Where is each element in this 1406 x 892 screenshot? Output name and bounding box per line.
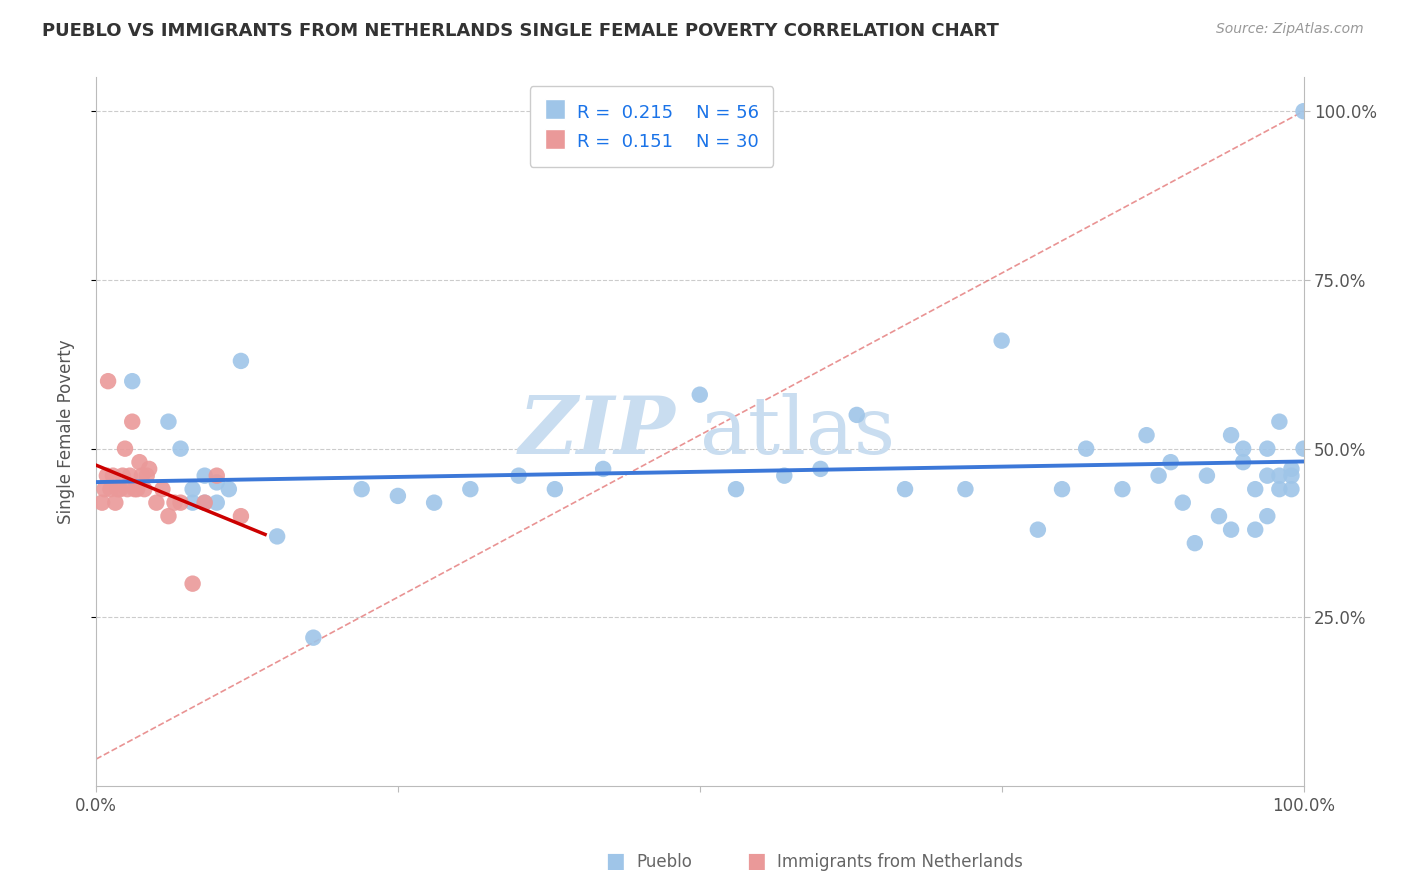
Point <box>124 482 146 496</box>
Point <box>1171 496 1194 510</box>
Point <box>96 468 118 483</box>
Point <box>845 408 868 422</box>
Point <box>169 442 191 456</box>
Point <box>125 482 148 496</box>
Point <box>93 482 115 496</box>
Point <box>544 482 567 496</box>
Point <box>1160 455 1182 469</box>
Point <box>121 415 143 429</box>
Y-axis label: Single Female Poverty: Single Female Poverty <box>58 340 75 524</box>
Point <box>1256 509 1278 524</box>
Point <box>145 496 167 510</box>
Point <box>1111 482 1133 496</box>
Point <box>387 489 409 503</box>
Point <box>1147 468 1170 483</box>
Point <box>1281 482 1303 496</box>
Point <box>101 468 124 483</box>
Point <box>773 468 796 483</box>
Point <box>218 482 240 496</box>
Point <box>1244 482 1267 496</box>
Point <box>104 496 127 510</box>
Text: PUEBLO VS IMMIGRANTS FROM NETHERLANDS SINGLE FEMALE POVERTY CORRELATION CHART: PUEBLO VS IMMIGRANTS FROM NETHERLANDS SI… <box>42 22 1000 40</box>
Point <box>181 496 204 510</box>
Point <box>1232 455 1254 469</box>
Point <box>229 509 252 524</box>
Point <box>724 482 747 496</box>
Point <box>460 482 482 496</box>
Point <box>138 462 160 476</box>
Text: Pueblo: Pueblo <box>637 854 692 871</box>
Point <box>1281 462 1303 476</box>
Point <box>1268 468 1291 483</box>
Point <box>111 468 134 483</box>
Point <box>1256 468 1278 483</box>
Point <box>118 468 141 483</box>
Point <box>194 468 217 483</box>
Point <box>1268 482 1291 496</box>
Point <box>1244 523 1267 537</box>
Point <box>100 482 122 496</box>
Point <box>955 482 977 496</box>
Point <box>1195 468 1218 483</box>
Point <box>169 496 191 510</box>
Point <box>592 462 614 476</box>
Point <box>1281 468 1303 483</box>
Point <box>1256 442 1278 456</box>
Legend: R =  0.215    N = 56, R =  0.151    N = 30: R = 0.215 N = 56, R = 0.151 N = 30 <box>530 87 773 167</box>
Point <box>121 374 143 388</box>
Point <box>266 529 288 543</box>
Point <box>194 496 217 510</box>
Point <box>163 496 186 510</box>
Text: Source: ZipAtlas.com: Source: ZipAtlas.com <box>1216 22 1364 37</box>
Text: ■: ■ <box>747 852 766 871</box>
Point <box>1208 509 1230 524</box>
Point <box>423 496 446 510</box>
Text: ZIP: ZIP <box>519 393 676 471</box>
Point <box>990 334 1012 348</box>
Point <box>1026 523 1049 537</box>
Point <box>1292 442 1315 456</box>
Text: atlas: atlas <box>700 392 894 471</box>
Point <box>181 576 204 591</box>
Point <box>689 387 711 401</box>
Point <box>181 482 204 496</box>
Point <box>157 509 180 524</box>
Point <box>1076 442 1098 456</box>
Point <box>194 496 217 510</box>
Point <box>205 496 228 510</box>
Point <box>1135 428 1157 442</box>
Point <box>131 468 153 483</box>
Point <box>114 442 136 456</box>
Point <box>1220 428 1243 442</box>
Point <box>229 354 252 368</box>
Point <box>508 468 530 483</box>
Point <box>1220 523 1243 537</box>
Point <box>117 482 139 496</box>
Point <box>810 462 832 476</box>
Point <box>91 496 114 510</box>
Point <box>135 468 157 483</box>
Point <box>205 468 228 483</box>
Point <box>302 631 325 645</box>
Point <box>1184 536 1206 550</box>
Point <box>205 475 228 490</box>
Point <box>1292 104 1315 119</box>
Point <box>1268 415 1291 429</box>
Point <box>128 455 150 469</box>
Point <box>894 482 917 496</box>
Text: Immigrants from Netherlands: Immigrants from Netherlands <box>778 854 1024 871</box>
Point <box>157 415 180 429</box>
Point <box>152 482 174 496</box>
Point <box>1232 442 1254 456</box>
Text: ■: ■ <box>606 852 626 871</box>
Point <box>350 482 373 496</box>
Point <box>1050 482 1073 496</box>
Point <box>108 482 131 496</box>
Point <box>134 482 156 496</box>
Point <box>107 482 129 496</box>
Point <box>97 374 120 388</box>
